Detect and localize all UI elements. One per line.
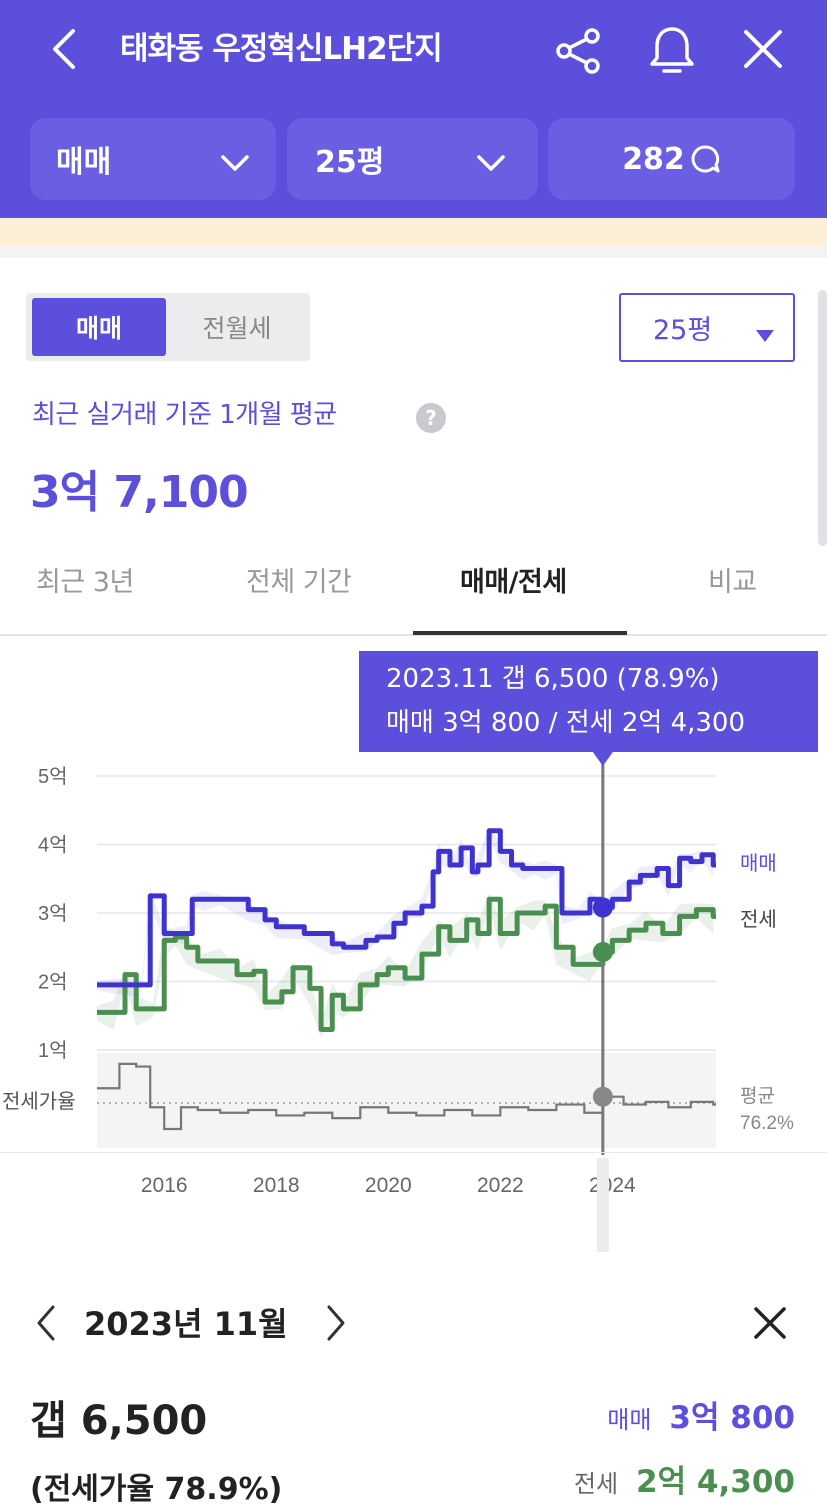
next-month-button[interactable]	[316, 1293, 356, 1353]
detail-month: 2023년 11월	[84, 1305, 288, 1343]
x-tick-label: 2022	[477, 1174, 524, 1197]
price-basis-label: 최근 실거래 기준 1개월 평균	[32, 400, 337, 430]
tab-compare[interactable]: 비교	[708, 567, 757, 598]
detail-header: 2023년 11월	[0, 1285, 827, 1365]
jeonse-price-value: 2억 4,300	[636, 1464, 795, 1500]
tab-sale-jeonse[interactable]: 매매/전세	[460, 567, 567, 598]
jeonse-line	[97, 896, 716, 1032]
tab-all-period[interactable]: 전체 기간	[246, 567, 352, 598]
sale-series-label: 매매	[740, 852, 777, 875]
ratio-average-label: 평균	[740, 1085, 775, 1107]
x-tick-label: 2016	[141, 1174, 188, 1197]
section-divider	[0, 246, 827, 258]
y-tick-label: 3억	[38, 902, 68, 925]
comment-icon	[689, 143, 721, 175]
chevron-down-icon	[220, 146, 250, 181]
y-tick-label: 5억	[38, 765, 68, 788]
scrollbar[interactable]	[818, 290, 827, 546]
sale-price-row: 매매 3억 800	[607, 1392, 795, 1437]
jeonse-ratio: (전세가율 78.9%)	[30, 1472, 283, 1507]
tab-recent-3y[interactable]: 최근 3년	[36, 567, 134, 598]
chart-bottom-divider	[0, 1152, 827, 1153]
comment-count: 282	[622, 141, 685, 177]
help-icon[interactable]: ?	[416, 403, 446, 433]
segment-rent[interactable]: 전월세	[202, 314, 272, 343]
tooltip-line-gap: 2023.11 갭 6,500 (78.9%)	[386, 664, 720, 694]
trade-type-value: 매매	[56, 145, 112, 180]
size-value: 25평	[315, 145, 385, 180]
size-select[interactable]: 25평	[287, 118, 538, 200]
close-icon[interactable]	[740, 26, 786, 72]
ratio-axis-label: 전세가율	[2, 1090, 76, 1113]
size-dropdown[interactable]: 25평	[619, 293, 795, 362]
prev-month-button[interactable]	[26, 1293, 66, 1353]
jeonse-series-label: 전세	[740, 908, 777, 931]
y-tick-label: 2억	[38, 971, 68, 994]
average-price: 3억 7,100	[30, 467, 249, 518]
sale-line	[97, 828, 716, 988]
gap-amount: 갭 6,500	[30, 1398, 208, 1444]
caret-down-icon	[755, 319, 775, 350]
chevron-down-icon	[476, 146, 506, 181]
trade-type-select[interactable]: 매매	[30, 118, 276, 200]
y-tick-label: 4억	[38, 834, 68, 857]
y-tick-label: 1억	[38, 1039, 68, 1062]
sale-price-label: 매매	[607, 1406, 652, 1434]
tooltip-pointer	[592, 752, 613, 766]
tooltip-line-prices: 매매 3억 800 / 전세 2억 4,300	[386, 708, 746, 738]
ratio-average-value: 76.2%	[740, 1113, 794, 1134]
back-icon[interactable]	[40, 24, 88, 74]
active-tab-indicator	[413, 631, 627, 635]
x-tick-label: 2018	[253, 1174, 300, 1197]
app-header: 태화동 우정혁신LH2단지 매매 25평 282	[0, 0, 827, 218]
sale-price-value: 3억 800	[669, 1400, 795, 1436]
bell-icon[interactable]	[644, 22, 700, 78]
close-detail-button[interactable]	[750, 1293, 790, 1353]
x-tick-label: 2024	[589, 1174, 636, 1197]
cursor-drag-handle	[596, 1158, 609, 1252]
ratio-band	[97, 1053, 716, 1148]
share-icon[interactable]	[552, 26, 604, 76]
ratio-point-marker	[592, 1086, 613, 1107]
x-tick-label: 2020	[365, 1174, 412, 1197]
jeonse-price-label: 전세	[573, 1470, 619, 1498]
jeonse-point-marker	[592, 942, 613, 963]
comments-button[interactable]: 282	[548, 118, 795, 200]
segment-sale[interactable]: 매매	[32, 298, 166, 356]
jeonse-price-row: 전세 2억 4,300	[574, 1456, 795, 1501]
ratio-line	[97, 1062, 716, 1131]
page-title: 태화동 우정혁신LH2단지	[120, 31, 443, 67]
chart-tooltip: 2023.11 갭 6,500 (78.9%) 매매 3억 800 / 전세 2…	[359, 651, 818, 752]
sale-point-marker	[592, 897, 613, 918]
notice-strip	[0, 218, 827, 246]
period-tabs: 최근 3년 전체 기간 매매/전세 비교	[0, 550, 827, 636]
size-dropdown-value: 25평	[653, 315, 713, 346]
price-chart[interactable]: 5억 4억 3억 2억 1억 2016 2018 2020 2022 2024 매매 전세 전세…	[0, 640, 827, 1255]
trade-segmented-control: 매매 전월세	[26, 293, 310, 361]
